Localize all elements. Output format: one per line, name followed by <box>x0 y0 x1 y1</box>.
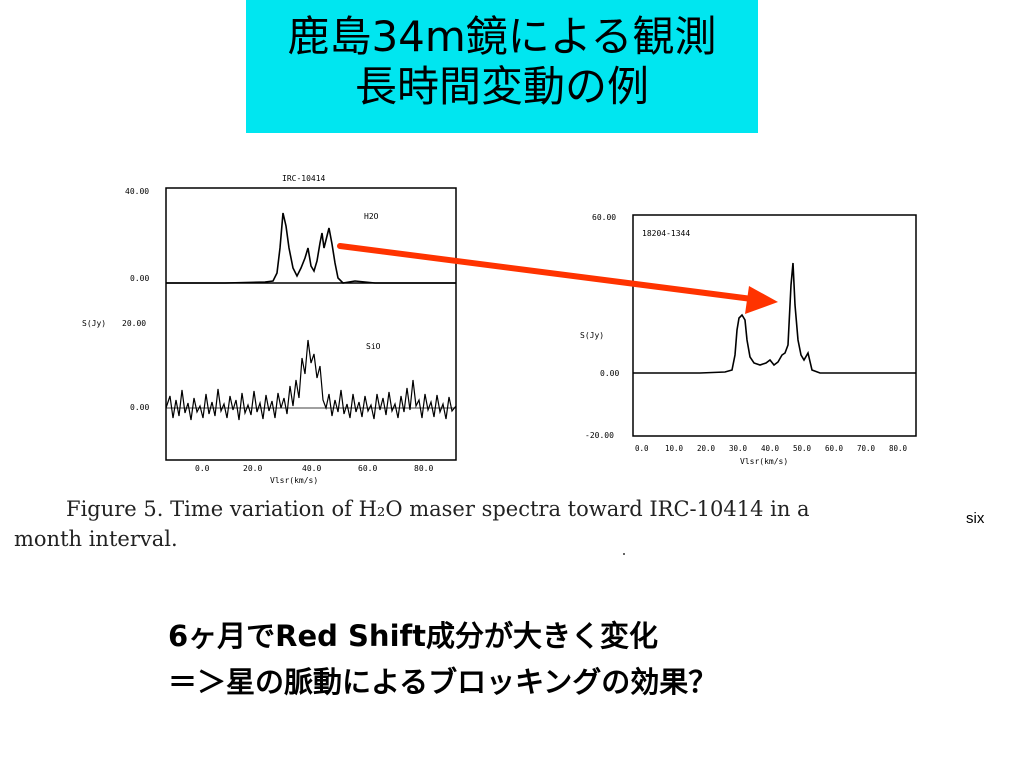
left-ylabel: S(Jy) <box>82 319 106 328</box>
title-line-1: 鹿島34m鏡による観測 <box>287 12 717 61</box>
right-xtick-4: 40.0 <box>761 444 780 453</box>
conclusion-text: 6ヶ月でRed Shift成分が大きく変化 ＝＞星の脈動によるブロッキングの効果… <box>168 613 717 705</box>
left-frame <box>165 187 457 461</box>
right-xtick-0: 0.0 <box>635 444 649 453</box>
figure-caption: Figure 5. Time variation of H₂O maser sp… <box>14 494 954 554</box>
right-xtick-7: 70.0 <box>857 444 876 453</box>
stray-dot <box>623 553 625 555</box>
right-xtick-3: 30.0 <box>729 444 748 453</box>
right-ytick-top: 60.00 <box>592 213 616 222</box>
right-xlabel: Vlsr(km/s) <box>740 457 788 466</box>
right-xtick-5: 50.0 <box>793 444 812 453</box>
left-xlabel: Vlsr(km/s) <box>270 476 318 485</box>
conclusion-line-2: ＝＞星の脈動によるブロッキングの効果？ <box>168 665 718 699</box>
right-spectrum-line <box>633 262 916 374</box>
left-upper-label: H2O <box>364 212 379 221</box>
title-line-2: 長時間変動の例 <box>354 62 649 111</box>
right-ytick-zero: 0.00 <box>600 369 619 378</box>
conclusion-line-1: 6ヶ月でRed Shift成分が大きく変化 <box>168 619 658 653</box>
left-heading: IRC-10414 <box>282 174 326 183</box>
right-frame <box>632 214 917 437</box>
left-xtick-2: 40.0 <box>302 464 321 473</box>
right-ylabel: S(Jy) <box>580 331 604 340</box>
right-spectrum-figure: 60.00 18204-1344 S(Jy) 0.00 -20.00 0.0 1… <box>580 205 950 470</box>
caption-overlay-text: six <box>966 510 985 527</box>
caption-line-1: Figure 5. Time variation of H₂O maser sp… <box>66 497 810 521</box>
sio-spectrum-line <box>165 339 457 421</box>
left-xtick-3: 60.0 <box>358 464 377 473</box>
left-xtick-4: 80.0 <box>414 464 433 473</box>
right-xtick-2: 20.0 <box>697 444 716 453</box>
left-xtick-0: 0.0 <box>195 464 210 473</box>
left-upper-ytick-top: 40.00 <box>125 187 149 196</box>
left-upper-ytick-zero: 0.00 <box>130 274 149 283</box>
h2o-spectrum-line <box>166 212 456 284</box>
left-lower-ytick-top: 20.00 <box>122 319 146 328</box>
right-ytick-bottom: -20.00 <box>585 431 614 440</box>
left-lower-label: SiO <box>366 342 381 351</box>
slide-title: 鹿島34m鏡による観測 長時間変動の例 <box>246 0 758 133</box>
caption-line-2: month interval. <box>14 527 178 551</box>
left-xtick-1: 20.0 <box>243 464 262 473</box>
right-heading: 18204-1344 <box>642 229 690 238</box>
left-lower-ytick-zero: 0.00 <box>130 403 149 412</box>
right-xtick-8: 80.0 <box>889 444 908 453</box>
left-spectrum-figure: IRC-10414 40.00 0.00 S(Jy) 20.00 0.00 H2… <box>75 168 465 488</box>
right-xtick-1: 10.0 <box>665 444 684 453</box>
right-xtick-6: 60.0 <box>825 444 844 453</box>
